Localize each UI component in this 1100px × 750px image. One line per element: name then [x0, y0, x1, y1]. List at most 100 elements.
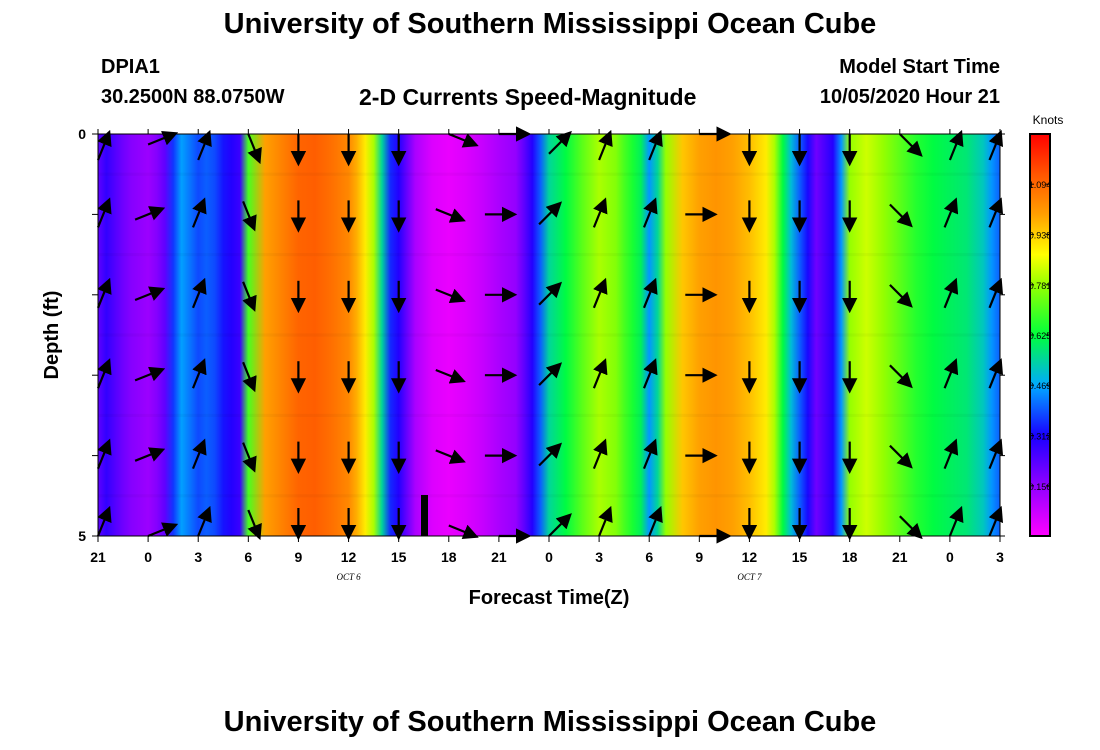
current-arrow: [988, 505, 1004, 537]
depth-band-shade: [98, 414, 1000, 417]
depth-band-shade: [98, 333, 1000, 336]
model-start-value: 10/05/2020 Hour 21: [819, 86, 1000, 108]
date-label: OCT 7: [737, 572, 762, 582]
current-arrow: [592, 197, 608, 228]
chart-title: 2-D Currents Speed-Magnitude: [359, 84, 697, 110]
current-arrow: [242, 442, 257, 473]
current-arrow: [988, 438, 1004, 470]
current-arrow: [889, 284, 913, 308]
current-arrow: [642, 358, 658, 389]
current-arrow: [642, 277, 658, 309]
x-tick-label: 3: [996, 549, 1004, 565]
current-arrow: [642, 197, 658, 228]
colorbar-tick-label: 0.781: [1029, 281, 1052, 291]
x-tick-label: 15: [792, 549, 808, 565]
current-arrow: [448, 132, 479, 148]
current-arrow: [889, 444, 913, 469]
current-arrow: [943, 358, 959, 389]
current-arrow: [943, 197, 959, 228]
current-arrow: [988, 129, 1004, 161]
current-arrow: [191, 438, 207, 470]
colorbar-tick-label: 0.156: [1029, 482, 1052, 492]
current-arrow: [435, 368, 466, 384]
current-arrow: [96, 358, 112, 389]
y-tick-label: 5: [78, 528, 86, 544]
x-tick-label: 6: [244, 549, 252, 565]
current-arrow: [435, 208, 466, 223]
x-tick-label: 12: [341, 549, 357, 565]
colorbar: Knots: [1029, 113, 1064, 537]
x-tick-label: 18: [842, 549, 858, 565]
current-arrow: [96, 277, 112, 309]
current-arrow: [242, 361, 257, 393]
current-arrow: [592, 277, 608, 309]
current-arrow: [598, 129, 613, 161]
current-arrow: [598, 505, 613, 537]
current-arrow: [191, 358, 207, 389]
x-tick-label: 9: [295, 549, 303, 565]
x-tick-label: 0: [946, 549, 954, 565]
current-arrow: [247, 509, 262, 541]
current-arrow: [538, 281, 563, 306]
current-arrow: [197, 505, 212, 537]
current-arrow: [592, 438, 608, 470]
current-arrow: [648, 505, 663, 537]
current-arrow: [943, 277, 959, 309]
current-arrow: [988, 277, 1004, 309]
current-arrow: [948, 505, 964, 537]
current-arrow: [242, 200, 257, 232]
current-arrow: [899, 133, 923, 157]
x-axis: 21 0 3 6 9 12 15 18 21 0 3 6 9 12 15 18 21 0 3 OCT 6 OCT 7: [90, 129, 1004, 582]
current-arrow: [948, 129, 964, 161]
current-arrow: [191, 197, 207, 228]
depth-band-shade: [98, 494, 1000, 497]
x-tick-label: 0: [144, 549, 152, 565]
current-arrow: [197, 129, 212, 161]
current-arrow: [242, 281, 257, 312]
current-arrow: [548, 513, 572, 537]
current-arrow: [538, 442, 563, 467]
current-arrow: [988, 197, 1004, 228]
x-tick-label: 18: [441, 549, 457, 565]
colorbar-tick-label: 0.469: [1029, 381, 1052, 391]
page-title: University of Southern Mississippi Ocean…: [223, 8, 877, 40]
current-arrow: [134, 447, 166, 462]
current-arrow: [889, 203, 913, 228]
x-tick-label: 0: [545, 549, 553, 565]
current-arrow: [96, 505, 112, 537]
current-arrow: [988, 358, 1004, 389]
x-tick-label: 12: [742, 549, 758, 565]
current-arrow: [899, 515, 923, 540]
current-arrow: [134, 366, 166, 382]
colorbar-unit-label: Knots: [1033, 113, 1064, 127]
current-arrow: [548, 130, 572, 155]
current-arrow: [147, 130, 179, 146]
colorbar-tick-label: 0.312: [1029, 432, 1052, 442]
current-arrow: [435, 288, 466, 304]
station-coordinates: 30.2500N 88.0750W: [101, 86, 285, 108]
current-arrow: [96, 129, 112, 161]
x-tick-label: 3: [194, 549, 202, 565]
x-tick-label: 9: [695, 549, 703, 565]
model-start-label: Model Start Time: [839, 56, 1000, 78]
y-tick-label: 0: [78, 126, 86, 142]
x-tick-label: 3: [595, 549, 603, 565]
current-arrow: [147, 522, 179, 538]
colorbar-tick-label: 1.094: [1029, 180, 1052, 190]
x-tick-label: 15: [391, 549, 407, 565]
x-tick-label: 21: [491, 549, 507, 565]
gap-marker: [421, 495, 428, 536]
colorbar-tick-label: 0.938: [1029, 230, 1052, 240]
station-id: DPIA1: [101, 56, 160, 78]
current-arrow: [642, 438, 658, 470]
colorbar-tick-label: 0.625: [1029, 331, 1052, 341]
x-tick-label: 6: [645, 549, 653, 565]
current-arrow: [191, 277, 207, 309]
current-arrow: [448, 524, 479, 540]
depth-band-shade: [98, 253, 1000, 256]
current-arrow: [592, 358, 608, 389]
footer-title: University of Southern Mississippi Ocean…: [223, 706, 877, 738]
current-vectors: [96, 126, 1004, 544]
current-arrow: [134, 286, 166, 302]
